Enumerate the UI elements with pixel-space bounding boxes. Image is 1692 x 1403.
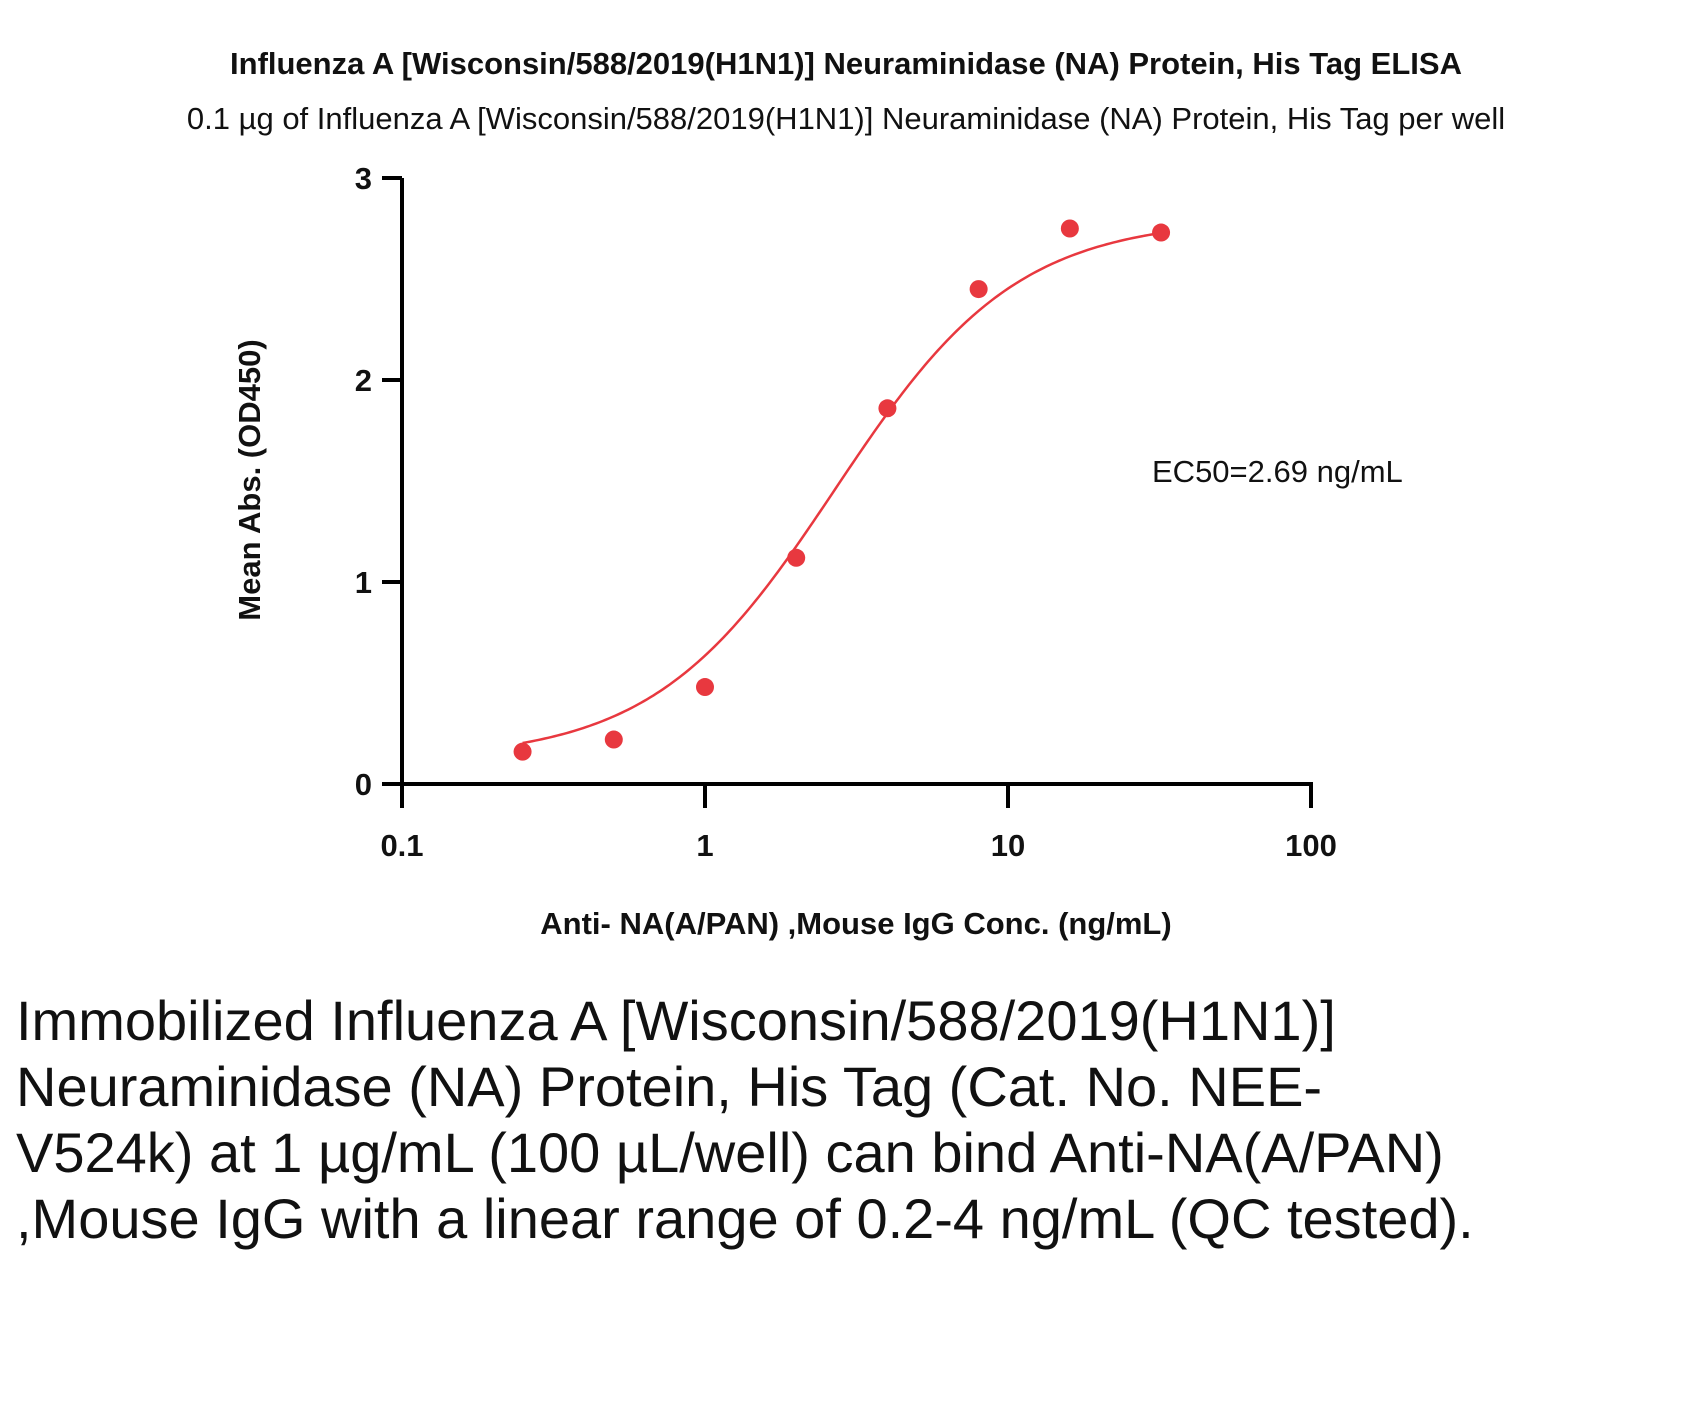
x-tick-label: 100 xyxy=(1285,828,1337,863)
y-tick-label: 1 xyxy=(355,565,372,600)
y-tick-label: 2 xyxy=(355,363,372,398)
data-point xyxy=(696,678,714,697)
fit-curve xyxy=(522,231,1162,745)
data-point xyxy=(969,280,988,299)
elisa-chart: 0 1 2 3 0.1 1 10 100 Mean Abs. (OD450) Anti- NA… xyxy=(232,161,1403,941)
x-tick-label: 1 xyxy=(696,828,713,863)
data-point xyxy=(787,548,806,567)
data-point xyxy=(513,742,532,761)
axes: 0 1 2 3 0.1 1 10 100 xyxy=(355,161,1337,863)
fit-curve-layer xyxy=(522,231,1162,745)
chart-title: Influenza A [Wisconsin/588/2019(H1N1)] N… xyxy=(230,46,1462,81)
x-axis-label: Anti- NA(A/PAN) ,Mouse IgG Conc. (ng/mL) xyxy=(540,906,1171,941)
data-point xyxy=(878,399,897,418)
y-tick-label: 0 xyxy=(355,767,372,802)
chart-subtitle: 0.1 µg of Influenza A [Wisconsin/588/201… xyxy=(186,101,1506,136)
data-point xyxy=(604,730,623,749)
y-tick-label: 3 xyxy=(355,161,372,196)
y-axis-label: Mean Abs. (OD450) xyxy=(232,339,267,620)
x-tick-label: 0.1 xyxy=(380,828,423,863)
data-point xyxy=(1060,219,1079,238)
x-tick-label: 10 xyxy=(991,828,1025,863)
data-point xyxy=(1152,223,1171,242)
data-points xyxy=(513,219,1171,761)
ec50-annotation: EC50=2.69 ng/mL xyxy=(1152,454,1403,489)
figure-caption: Immobilized Influenza A [Wisconsin/588/2… xyxy=(16,989,1474,1250)
